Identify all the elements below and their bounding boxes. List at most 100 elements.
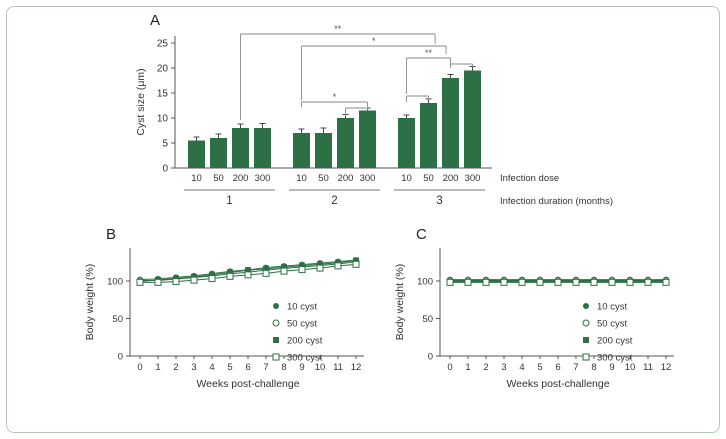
marker-square-open <box>226 272 234 280</box>
dose-tick-label: 200 <box>233 173 249 184</box>
marker-square-open <box>482 278 490 286</box>
marker-square-open <box>500 278 508 286</box>
legend-label: 300 cyst <box>597 353 633 364</box>
x-tick-label: 2 <box>483 362 488 373</box>
dose-tick-label: 10 <box>296 173 307 184</box>
x-tick-label: 6 <box>555 362 560 373</box>
y-tick-label: 15 <box>157 89 169 100</box>
duration-axis-title: Infection duration (months) <box>500 196 613 207</box>
dose-tick-label: 50 <box>213 173 224 184</box>
x-tick-label: 2 <box>173 362 178 373</box>
bar <box>442 78 459 168</box>
x-tick-label: 4 <box>209 362 214 373</box>
duration-label: 3 <box>436 195 442 207</box>
legend-label: 200 cyst <box>287 336 323 347</box>
marker-square-open <box>446 278 454 286</box>
legend-label: 50 cyst <box>287 319 317 330</box>
bar <box>359 110 376 168</box>
marker-square-open <box>272 353 280 361</box>
y-axis-title: Body weight (%) <box>394 264 406 340</box>
marker-square-open <box>608 278 616 286</box>
y-tick-label: 50 <box>422 314 433 325</box>
marker-square-open <box>626 278 634 286</box>
y-tick-label: 50 <box>112 314 123 325</box>
duration-label: 1 <box>226 195 232 207</box>
x-tick-label: 12 <box>661 362 672 373</box>
x-tick-label: 11 <box>333 362 343 373</box>
x-tick-label: 7 <box>263 362 268 373</box>
x-axis-title: Weeks post-challenge <box>506 378 609 390</box>
bar <box>464 70 481 168</box>
dose-tick-label: 200 <box>338 173 354 184</box>
dose-tick-label: 10 <box>401 173 412 184</box>
marker-square-open <box>644 278 652 286</box>
x-tick-label: 1 <box>465 362 470 373</box>
marker-square-open <box>536 278 544 286</box>
figure-border <box>6 6 720 433</box>
dose-tick-label: 50 <box>423 173 434 184</box>
bar <box>337 118 354 168</box>
x-tick-label: 9 <box>299 362 304 373</box>
marker-square-filled <box>353 257 359 264</box>
panel-c-label: C <box>416 226 427 243</box>
marker-square-open <box>352 260 360 268</box>
marker-square-filled <box>299 262 305 269</box>
marker-square-open <box>662 278 670 286</box>
marker-circle-filled <box>583 303 589 309</box>
marker-square-filled <box>273 337 279 343</box>
y-tick-label: 0 <box>428 352 433 363</box>
x-tick-label: 1 <box>155 362 160 373</box>
y-tick-label: 100 <box>107 277 123 288</box>
marker-square-filled <box>209 271 215 278</box>
dose-tick-label: 50 <box>318 173 329 184</box>
significance-label: * <box>333 92 337 102</box>
x-tick-label: 5 <box>537 362 542 373</box>
marker-circle-open <box>582 319 590 327</box>
marker-square-filled <box>583 337 589 343</box>
x-tick-label: 0 <box>447 362 452 373</box>
x-tick-label: 8 <box>281 362 286 373</box>
marker-square-open <box>244 271 252 279</box>
bar <box>232 128 249 168</box>
significance-label: ** <box>425 48 433 58</box>
marker-square-open <box>572 278 580 286</box>
x-tick-label: 10 <box>625 362 636 373</box>
marker-square-open <box>298 266 306 274</box>
marker-square-open <box>208 275 216 283</box>
legend-label: 300 cyst <box>287 353 323 364</box>
y-tick-label: 20 <box>157 64 169 75</box>
dose-tick-label: 300 <box>360 173 376 184</box>
marker-square-open <box>280 267 288 275</box>
marker-square-open <box>316 264 324 272</box>
marker-square-open <box>154 278 162 286</box>
marker-square-open <box>172 278 180 286</box>
x-tick-label: 8 <box>591 362 596 373</box>
marker-circle-open <box>272 319 280 327</box>
x-tick-label: 3 <box>191 362 196 373</box>
marker-square-open <box>334 262 342 270</box>
panel-b-label: B <box>106 226 117 243</box>
bar <box>420 103 437 168</box>
y-tick-label: 25 <box>157 39 169 50</box>
significance-label: * <box>372 36 376 46</box>
marker-square-filled <box>263 265 269 272</box>
x-tick-label: 0 <box>137 362 142 373</box>
dose-tick-label: 300 <box>255 173 271 184</box>
y-tick-label: 100 <box>417 277 433 288</box>
marker-square-open <box>262 269 270 277</box>
marker-square-filled <box>245 267 251 274</box>
x-tick-label: 9 <box>609 362 614 373</box>
marker-square-open <box>190 276 198 284</box>
bar <box>188 140 205 168</box>
bar <box>210 138 227 168</box>
y-tick-label: 0 <box>162 164 168 175</box>
marker-square-open <box>582 353 590 361</box>
duration-label: 2 <box>331 195 337 207</box>
y-axis-title: Cyst size (μm) <box>135 68 147 135</box>
y-tick-label: 0 <box>118 352 123 363</box>
dose-axis-title: Infection dose <box>500 173 559 184</box>
